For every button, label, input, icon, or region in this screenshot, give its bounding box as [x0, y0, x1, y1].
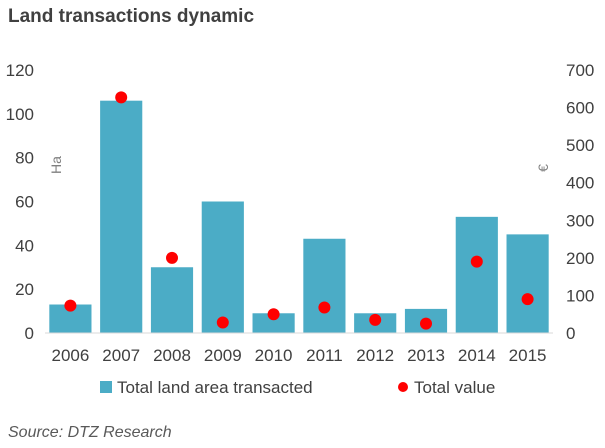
left-tick-label: 100 [6, 105, 34, 124]
right-tick-label: 600 [566, 99, 594, 118]
data-point [216, 316, 229, 329]
right-tick-label: 700 [566, 61, 594, 80]
data-point [521, 293, 534, 306]
left-tick-label: 20 [15, 280, 34, 299]
x-axis-ticks: 2006 2007 2008 2009 2010 2011 2012 2013 2014 2015 [51, 346, 546, 365]
x-tick-label: 2015 [509, 346, 547, 365]
legend-bar-label: Total land area transacted [117, 378, 313, 397]
bar [506, 234, 549, 333]
x-tick-label: 2014 [458, 346, 496, 365]
data-point [420, 317, 432, 330]
data-point [115, 91, 128, 104]
bar [252, 313, 295, 333]
left-axis-ticks: 0 20 40 60 80 100 120 [6, 61, 34, 343]
data-point [470, 255, 483, 268]
legend-dot-label: Total value [414, 378, 495, 397]
x-tick-label: 2009 [204, 346, 242, 365]
right-tick-label: 300 [566, 211, 594, 230]
right-axis-label: € [535, 164, 551, 172]
left-tick-label: 120 [6, 61, 34, 80]
legend: Total land area transacted Total value [100, 378, 495, 397]
left-tick-label: 60 [15, 193, 34, 212]
x-tick-label: 2010 [255, 346, 293, 365]
x-tick-label: 2011 [306, 346, 343, 365]
right-axis-ticks: 0 100 200 300 400 500 600 700 [566, 61, 594, 343]
bar [201, 201, 244, 333]
x-tick-label: 2008 [153, 346, 191, 365]
x-tick-label: 2013 [407, 346, 445, 365]
data-point [166, 251, 178, 264]
bar [303, 238, 346, 333]
bar [455, 216, 498, 333]
right-tick-label: 100 [566, 286, 594, 305]
legend-dot-swatch [398, 382, 408, 392]
left-tick-label: 40 [15, 236, 34, 255]
source-note: Source: DTZ Research [8, 424, 172, 441]
right-tick-label: 0 [566, 324, 575, 343]
data-point [318, 301, 331, 314]
x-tick-label: 2012 [356, 346, 394, 365]
legend-bar-swatch [100, 381, 112, 393]
right-tick-label: 500 [566, 136, 594, 155]
left-tick-label: 0 [25, 324, 34, 343]
chart-title: Land transactions dynamic [8, 6, 255, 27]
dots-group [64, 91, 534, 330]
left-axis-label: Ha [48, 156, 64, 174]
data-point [64, 299, 77, 312]
left-tick-label: 80 [15, 149, 34, 168]
bar [150, 267, 194, 333]
right-tick-label: 200 [566, 249, 594, 268]
bars-group [49, 100, 549, 333]
right-tick-label: 400 [566, 174, 594, 193]
bar [100, 100, 143, 333]
data-point [267, 308, 280, 321]
x-tick-label: 2006 [51, 346, 89, 365]
data-point [369, 313, 382, 326]
x-tick-label: 2007 [102, 346, 140, 365]
